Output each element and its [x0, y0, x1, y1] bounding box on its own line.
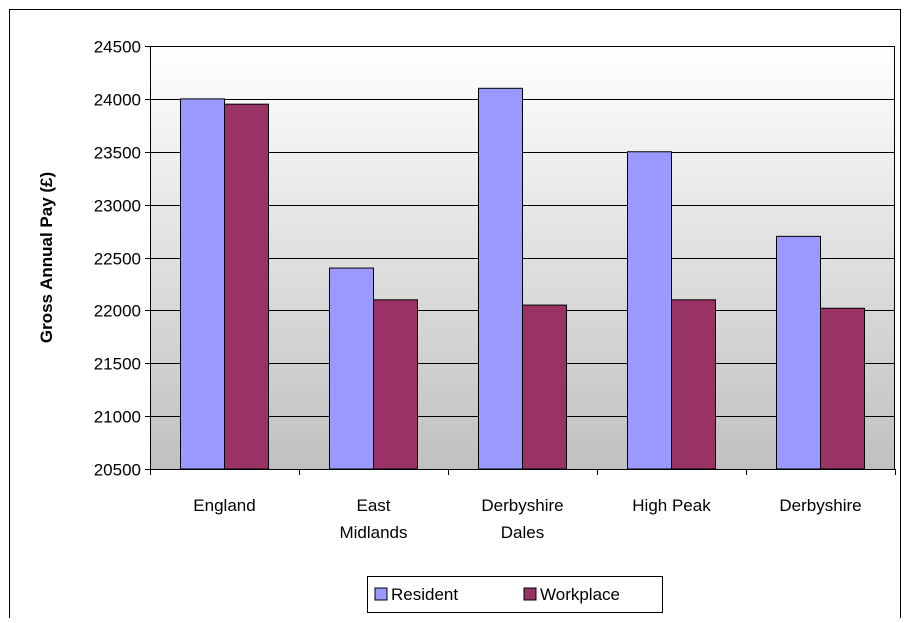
- bar-resident-4: [776, 235, 821, 470]
- y-tick-label: 23000: [94, 197, 141, 216]
- bar-workplace-2: [522, 304, 567, 470]
- x-category-label: England: [193, 496, 255, 515]
- y-tick-label: 24000: [94, 91, 141, 110]
- y-tick-label: 21500: [94, 355, 141, 374]
- x-category-label: Derbyshire: [481, 496, 563, 515]
- x-category-label: Midlands: [339, 523, 407, 542]
- legend-box: [367, 576, 663, 613]
- legend-swatch-workplace: [523, 587, 537, 601]
- legend-swatch-resident: [374, 587, 388, 601]
- bar-workplace-3: [671, 299, 716, 470]
- bar-resident-2: [478, 87, 523, 470]
- x-category-label: Dales: [501, 523, 544, 542]
- bar-workplace-0: [224, 103, 269, 470]
- bar-resident-0: [180, 98, 225, 470]
- y-tick-label: 23500: [94, 144, 141, 163]
- x-category-label: Derbyshire: [779, 496, 861, 515]
- y-tick-label: 20500: [94, 461, 141, 480]
- legend-label-workplace: Workplace: [540, 585, 620, 604]
- bar-workplace-4: [820, 307, 865, 470]
- y-tick-label: 24500: [94, 38, 141, 57]
- bar-resident-1: [329, 267, 374, 470]
- y-tick-label: 22000: [94, 302, 141, 321]
- y-tick-label: 21000: [94, 408, 141, 427]
- bar-resident-3: [627, 151, 672, 470]
- x-category-label: East: [356, 496, 390, 515]
- y-tick-label: 22500: [94, 250, 141, 269]
- legend-label-resident: Resident: [391, 585, 458, 604]
- x-category-label: High Peak: [632, 496, 711, 515]
- bar-workplace-1: [373, 299, 418, 470]
- y-axis-title: Gross Annual Pay (£): [37, 172, 56, 343]
